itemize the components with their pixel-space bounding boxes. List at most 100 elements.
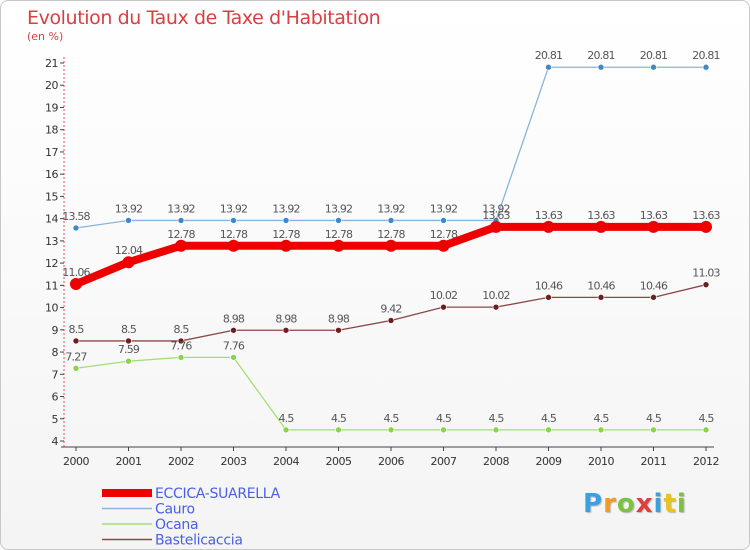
- data-point: [72, 364, 80, 372]
- chart-axes: 4 5 6 7 8 9 10 11 12 13 14 15 16 17 18 19 20 21 2000 2001 20…: [45, 57, 720, 468]
- x-tick-label: 2008: [483, 455, 509, 468]
- data-point: [335, 217, 342, 224]
- chart-unit-label: (en %): [27, 30, 64, 43]
- data-point: [700, 220, 712, 233]
- data-label: 10.02: [482, 289, 510, 302]
- data-point: [437, 239, 450, 252]
- y-tick-label: 8: [52, 346, 59, 359]
- y-tick-label: 21: [45, 57, 58, 70]
- data-label: 12.78: [325, 228, 353, 241]
- y-tick-label: 6: [52, 391, 59, 404]
- data-label: 13.92: [482, 202, 510, 215]
- data-label: 8.5: [173, 323, 189, 336]
- y-tick-label: 4: [52, 435, 59, 448]
- data-label: 4.5: [278, 412, 294, 425]
- data-point: [702, 426, 710, 434]
- data-label: 7.59: [118, 343, 140, 356]
- y-tick-label: 14: [45, 213, 58, 226]
- data-label: 13.63: [640, 209, 668, 222]
- x-tick-label: 2000: [63, 455, 89, 468]
- data-point: [125, 217, 132, 224]
- data-point: [125, 357, 132, 365]
- data-label: 13.63: [535, 209, 563, 222]
- logo-letter: i: [653, 489, 664, 519]
- data-label: 10.46: [535, 279, 563, 292]
- data-label: 7.76: [223, 339, 245, 352]
- data-point: [280, 239, 292, 252]
- data-label: 12.78: [430, 228, 458, 241]
- data-point: [492, 426, 500, 434]
- data-label: 20.81: [587, 49, 615, 62]
- x-tick-label: 2006: [378, 455, 404, 468]
- data-point: [490, 220, 502, 233]
- y-tick-label: 9: [52, 324, 59, 337]
- data-point: [702, 281, 710, 288]
- data-label: 13.92: [115, 202, 143, 215]
- data-label: 12.78: [220, 228, 248, 241]
- data-point: [545, 294, 552, 301]
- y-tick-label: 17: [45, 146, 58, 159]
- data-label: 8.98: [275, 312, 297, 325]
- x-tick-label: 2007: [431, 455, 457, 468]
- data-label: 12.78: [272, 228, 300, 241]
- data-point: [227, 239, 240, 252]
- logo-letter: P: [583, 489, 604, 519]
- y-tick-label: 20: [45, 79, 58, 92]
- logo-letter: t: [663, 489, 677, 519]
- data-point: [650, 63, 657, 71]
- data-label: 12.78: [167, 228, 195, 241]
- data-label: 4.5: [541, 412, 557, 425]
- data-point: [650, 426, 657, 434]
- y-tick-label: 16: [45, 168, 58, 181]
- data-label: 8.98: [328, 312, 350, 325]
- x-tick-label: 2003: [221, 455, 247, 468]
- legend-label: Cauro: [155, 502, 195, 518]
- data-point: [542, 220, 555, 233]
- data-point: [545, 63, 552, 71]
- logo-letter: i: [676, 489, 687, 519]
- data-label: 8.5: [121, 323, 137, 336]
- data-point: [282, 426, 290, 434]
- data-label: 7.76: [170, 339, 192, 352]
- data-label: 8.5: [68, 323, 84, 336]
- data-point: [177, 354, 185, 361]
- data-point: [177, 217, 185, 224]
- data-labels: 11.06 12.04 12.78 12.78 12.78 12.78 12.78 12.78…: [62, 49, 721, 425]
- data-point: [387, 426, 395, 434]
- x-tick-label: 2005: [326, 455, 352, 468]
- logo-letter: x: [635, 489, 654, 519]
- legend-label: ECCICA-SUARELLA: [155, 486, 281, 502]
- data-label: 4.5: [436, 412, 452, 425]
- x-tick-label: 2011: [641, 455, 667, 468]
- data-point: [72, 224, 80, 232]
- data-label: 4.5: [698, 412, 714, 425]
- data-label: 4.5: [646, 412, 662, 425]
- chart-title: Evolution du Taux de Taxe d'Habitation: [27, 7, 381, 29]
- data-label: 13.58: [62, 210, 90, 223]
- data-point: [440, 303, 447, 311]
- data-point: [650, 294, 657, 301]
- data-label: 11.06: [62, 266, 90, 279]
- data-label: 10.46: [587, 279, 615, 292]
- data-label: 11.03: [692, 267, 720, 280]
- data-point: [125, 337, 132, 345]
- data-point: [387, 217, 395, 224]
- data-point: [335, 426, 342, 434]
- logo-letter: r: [603, 489, 617, 519]
- y-tick-label: 10: [45, 302, 58, 315]
- data-label: 4.5: [593, 412, 609, 425]
- data-point: [122, 256, 135, 269]
- data-label: 12.04: [115, 244, 143, 257]
- data-point: [230, 217, 237, 224]
- data-point: [597, 294, 605, 301]
- data-label: 4.5: [488, 412, 504, 425]
- data-point: [177, 337, 185, 345]
- y-tick-label: 19: [45, 101, 58, 114]
- y-tick-label: 5: [52, 413, 59, 426]
- x-tick-label: 2009: [536, 455, 562, 468]
- data-point: [595, 220, 607, 233]
- y-tick-label: 13: [45, 235, 58, 248]
- data-point: [597, 426, 605, 434]
- data-label: 20.81: [640, 49, 668, 62]
